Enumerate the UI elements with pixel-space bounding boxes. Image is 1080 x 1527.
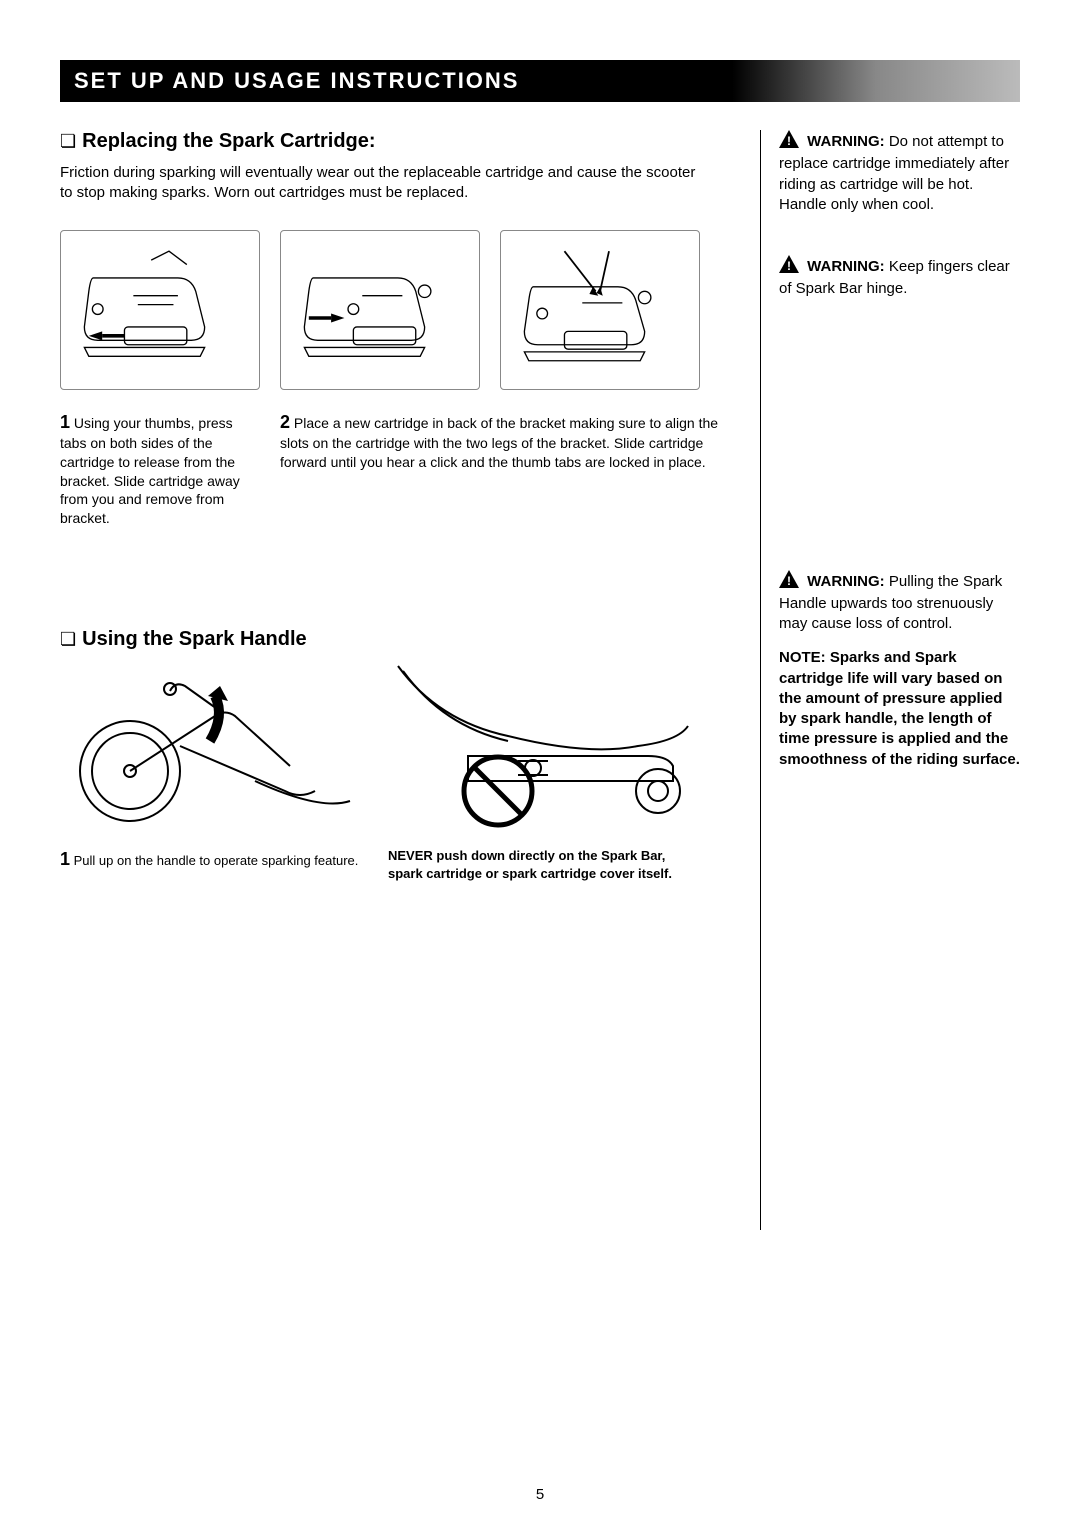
figure-cartridge-insert-1 bbox=[280, 230, 480, 390]
section1-intro: Friction during sparking will eventually… bbox=[60, 163, 700, 204]
section2-heading: ❏ Using the Spark Handle bbox=[60, 628, 726, 651]
checkbox-icon: ❏ bbox=[60, 629, 76, 649]
handle-operate-illustration bbox=[60, 661, 360, 831]
figure-do-not-push bbox=[388, 661, 698, 831]
section2-step1-number: 1 bbox=[60, 849, 70, 869]
section2-figure-row bbox=[60, 661, 726, 831]
left-column: ❏ Replacing the Spark Cartridge: Friction… bbox=[60, 130, 736, 1230]
section2-caption1: 1 Pull up on the handle to operate spark… bbox=[60, 847, 360, 882]
step1-text: Using your thumbs, press tabs on both si… bbox=[60, 415, 240, 527]
warning-icon: ! bbox=[779, 255, 799, 279]
warning-label: WARNING: bbox=[807, 258, 885, 275]
section2-caption-row: 1 Pull up on the handle to operate spark… bbox=[60, 847, 726, 882]
svg-text:!: ! bbox=[787, 574, 791, 588]
section2-caption2: NEVER push down directly on the Spark Ba… bbox=[388, 847, 698, 882]
figure-handle-operate bbox=[60, 661, 360, 831]
svg-text:!: ! bbox=[787, 259, 791, 273]
svg-text:!: ! bbox=[787, 134, 791, 148]
warning-icon: ! bbox=[779, 130, 799, 154]
section1-step1: 1 Using your thumbs, press tabs on both … bbox=[60, 410, 260, 529]
warning-3: ! WARNING: Pulling the Spark Handle upwa… bbox=[779, 570, 1020, 635]
figure-cartridge-insert-2 bbox=[500, 230, 700, 390]
cartridge-remove-illustration bbox=[71, 238, 249, 380]
warning-label: WARNING: bbox=[807, 573, 885, 590]
right-column: ! WARNING: Do not attempt to replace car… bbox=[760, 130, 1020, 1230]
do-not-push-illustration bbox=[388, 661, 698, 831]
step2-number: 2 bbox=[280, 412, 290, 432]
main-grid: ❏ Replacing the Spark Cartridge: Friction… bbox=[60, 130, 1020, 1230]
note-text: Sparks and Spark cartridge life will var… bbox=[779, 649, 1020, 767]
note-label: NOTE: bbox=[779, 649, 826, 666]
step2-text: Place a new cartridge in back of the bra… bbox=[280, 415, 718, 470]
note-block: NOTE: Sparks and Spark cartridge life wi… bbox=[779, 648, 1020, 770]
checkbox-icon: ❏ bbox=[60, 131, 76, 151]
figure-cartridge-remove bbox=[60, 230, 260, 390]
section2-step1-text: Pull up on the handle to operate sparkin… bbox=[74, 853, 359, 868]
warning-1: ! WARNING: Do not attempt to replace car… bbox=[779, 130, 1020, 215]
cartridge-insert2-illustration bbox=[511, 238, 689, 380]
section1-heading: ❏ Replacing the Spark Cartridge: bbox=[60, 130, 726, 153]
section1-step2: 2 Place a new cartridge in back of the b… bbox=[280, 410, 726, 529]
warning-2: ! WARNING: Keep fingers clear of Spark B… bbox=[779, 255, 1020, 300]
header-bar: SET UP AND USAGE INSTRUCTIONS bbox=[60, 60, 1020, 102]
page-number: 5 bbox=[536, 1486, 544, 1503]
warning-label: WARNING: bbox=[807, 133, 885, 150]
warning-icon: ! bbox=[779, 570, 799, 594]
cartridge-insert1-illustration bbox=[291, 238, 469, 380]
section2-heading-text: Using the Spark Handle bbox=[82, 628, 307, 650]
step1-number: 1 bbox=[60, 412, 70, 432]
header-title: SET UP AND USAGE INSTRUCTIONS bbox=[74, 68, 519, 93]
section1-figure-row bbox=[60, 230, 726, 390]
section1-heading-text: Replacing the Spark Cartridge: bbox=[82, 130, 375, 152]
section1-step-row: 1 Using your thumbs, press tabs on both … bbox=[60, 410, 726, 529]
